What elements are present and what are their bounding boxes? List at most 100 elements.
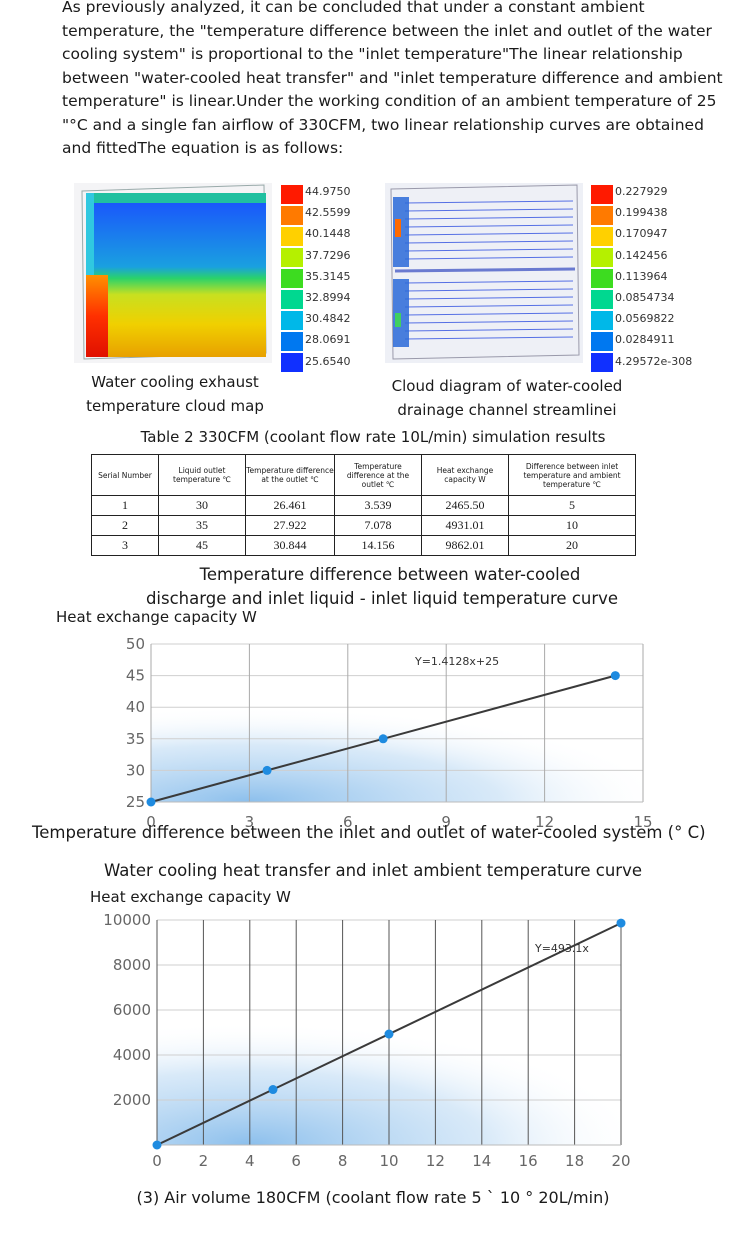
data-point: [384, 1029, 394, 1039]
x-tick-label: 20: [611, 1152, 630, 1170]
y-tick-label: 25: [126, 793, 145, 811]
table-cell: 3.539: [334, 495, 422, 516]
legend-label: 0.142456: [615, 248, 668, 262]
table-header-row: Serial Number Liquid outlet temperature …: [91, 454, 636, 496]
legend-label: 28.0691: [305, 333, 351, 347]
x-tick-label: 9: [441, 813, 451, 830]
temperature-legend-bar: [280, 184, 304, 373]
data-point: [268, 1085, 278, 1095]
x-tick-label: 3: [245, 813, 255, 830]
table-header: Temperature difference at the outlet ℃: [245, 454, 335, 496]
table-cell: 30.844: [245, 535, 335, 556]
table-row: 2 35 27.922 7.078 4931.01 10: [91, 515, 636, 536]
y-tick-label: 50: [126, 635, 145, 653]
legend-label: 35.3145: [305, 269, 351, 283]
chart1-title-line2: discharge and inlet liquid - inlet liqui…: [145, 589, 619, 608]
table-cell: 2465.50: [421, 495, 509, 516]
y-tick-label: 10000: [103, 911, 151, 929]
equation-annotation: Y=1.4128x+25: [414, 655, 499, 668]
y-tick-label: 2000: [113, 1091, 151, 1109]
table-header: Temperature difference at the outlet ℃: [334, 454, 422, 496]
legend-label: 0.113964: [615, 269, 668, 283]
legend-label: 37.7296: [305, 248, 351, 262]
chart2-caption: (3) Air volume 180CFM (coolant flow rate…: [136, 1188, 610, 1207]
table-header: Difference between inlet temperature and…: [508, 454, 636, 496]
legend-label: 0.0854734: [615, 290, 675, 304]
x-tick-label: 10: [379, 1152, 398, 1170]
equation-annotation: Y=493.1x: [534, 942, 589, 955]
caption-line: Cloud diagram of water-cooled: [391, 377, 623, 395]
table-cell: 26.461: [245, 495, 335, 516]
x-tick-label: 6: [343, 813, 353, 830]
table-cell: 20: [508, 535, 636, 556]
series-line: [156, 922, 622, 1146]
data-point: [610, 671, 620, 681]
table-row: 3 45 30.844 14.156 9862.01 20: [91, 535, 636, 556]
table-cell: 1: [91, 495, 159, 516]
chart2-ylabel: Heat exchange capacity W: [90, 888, 291, 906]
legend-label: 30.4842: [305, 312, 351, 326]
x-tick-label: 8: [338, 1152, 348, 1170]
caption-line: drainage channel streamlinei: [397, 401, 617, 419]
legend-label: 44.9750: [305, 185, 351, 198]
table-title: Table 2 330CFM (coolant flow rate 10L/mi…: [140, 428, 606, 446]
data-point: [616, 918, 626, 928]
data-point: [146, 797, 156, 807]
series-line: [150, 674, 616, 803]
legend-label: 40.1448: [305, 227, 351, 241]
table-cell: 30: [158, 495, 246, 516]
table-cell: 2: [91, 515, 159, 536]
intro-paragraph: As previously analyzed, it can be conclu…: [62, 0, 723, 157]
chart2-title: Water cooling heat transfer and inlet am…: [104, 861, 642, 880]
data-point: [378, 734, 388, 744]
table-cell: 4931.01: [421, 515, 509, 536]
y-tick-label: 45: [126, 667, 145, 685]
y-tick-label: 30: [126, 761, 145, 779]
table-header: Heat exchange capacity W: [421, 454, 509, 496]
y-tick-label: 8000: [113, 956, 151, 974]
table-cell: 5: [508, 495, 636, 516]
x-tick-label: 16: [519, 1152, 538, 1170]
x-tick-label: 14: [472, 1152, 491, 1170]
data-point: [152, 1140, 162, 1150]
table-cell: 35: [158, 515, 246, 536]
table-header: Serial Number: [91, 454, 159, 496]
temperature-legend-labels: 44.9750 42.5599 40.1448 37.7296 35.3145 …: [305, 181, 351, 372]
chart1-xlabel: Temperature difference between the inlet…: [32, 823, 706, 842]
temperature-cloud-image: [74, 183, 272, 363]
legend-label: 0.0284911: [615, 333, 675, 347]
legend-label: 42.5599: [305, 206, 351, 220]
x-tick-label: 15: [633, 813, 652, 830]
table-cell: 45: [158, 535, 246, 556]
streamline-legend-labels: 0.227929 0.199438 0.170947 0.142456 0.11…: [615, 181, 692, 372]
legend-label: 32.8994: [305, 290, 351, 304]
legend-label: 0.170947: [615, 227, 668, 241]
plot-background: [151, 690, 643, 802]
table-cell: 10: [508, 515, 636, 536]
left-figure-caption: Water cooling exhaust temperature cloud …: [70, 370, 280, 418]
legend-label: 0.199438: [615, 206, 668, 220]
table-cell: 27.922: [245, 515, 335, 536]
data-point: [262, 765, 272, 775]
caption-line: temperature cloud map: [86, 397, 264, 415]
legend-label: 25.6540: [305, 354, 351, 368]
legend-label: 0.0569822: [615, 312, 675, 326]
chart1-title: Temperature difference between water-coo…: [0, 563, 746, 611]
x-tick-label: 18: [565, 1152, 584, 1170]
streamline-image: [385, 183, 583, 363]
table-row: 1 30 26.461 3.539 2465.50 5: [91, 495, 636, 516]
table-cell: 9862.01: [421, 535, 509, 556]
right-figure-caption: Cloud diagram of water-cooled drainage c…: [372, 374, 642, 422]
x-tick-label: 6: [291, 1152, 301, 1170]
streamline-legend-bar: [590, 184, 614, 373]
table-cell: 14.156: [334, 535, 422, 556]
caption-line: Water cooling exhaust: [91, 373, 259, 391]
y-tick-label: 40: [126, 698, 145, 716]
y-tick-label: 6000: [113, 1001, 151, 1019]
table-cell: 3: [91, 535, 159, 556]
legend-label: 4.29572e-308: [615, 354, 693, 368]
chart1-plot: 25 30 35 40 45 50 0 3 6 9 12 15 Y=1.4128x+25: [126, 635, 653, 830]
chart1-title-line1: Temperature difference between water-coo…: [199, 565, 581, 584]
x-tick-label: 2: [199, 1152, 209, 1170]
x-tick-label: 4: [245, 1152, 255, 1170]
